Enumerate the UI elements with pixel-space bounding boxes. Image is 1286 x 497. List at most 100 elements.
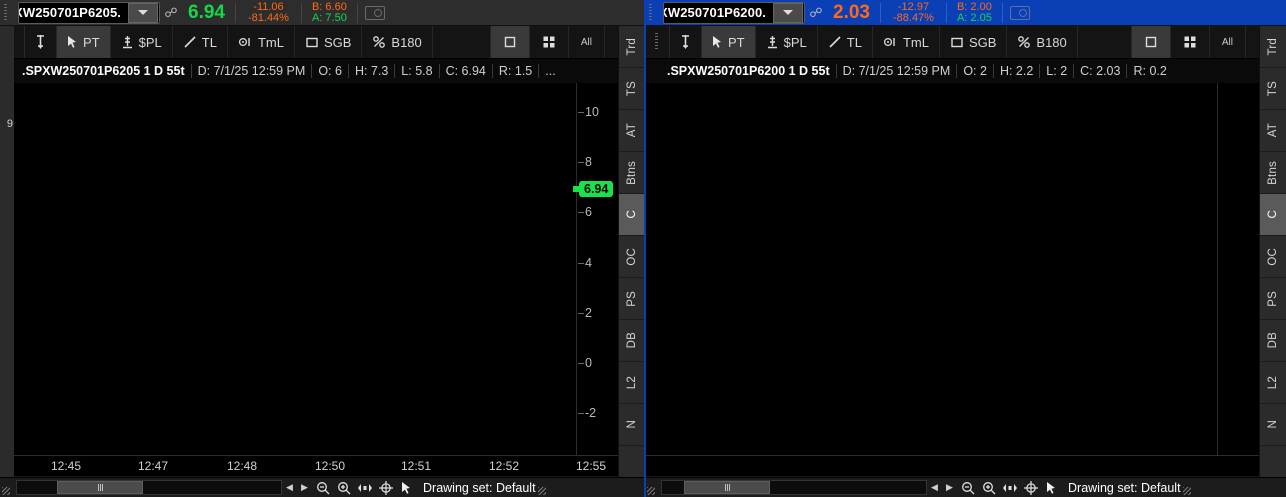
side-tab-n[interactable]: N [1260,404,1286,446]
zoom-in-icon[interactable] [978,479,999,496]
tool-tml[interactable]: TmL [873,26,940,58]
side-tab-btns[interactable]: Btns [619,152,645,194]
tool-pointer[interactable]: PT [702,26,756,58]
tool-tl-label: TL [846,34,862,50]
scroll-left-button[interactable]: ◀ [286,482,293,492]
side-tab-l2[interactable]: L2 [1260,362,1286,404]
snapshot-icon[interactable] [1003,2,1037,24]
tool-tl[interactable]: TL [818,26,873,58]
tool-pl[interactable]: $PL [756,26,818,58]
side-tab-db[interactable]: DB [1260,320,1286,362]
layout-grid-button[interactable] [530,26,569,58]
candlestick-canvas-left[interactable] [0,83,545,456]
drag-grip-icon[interactable] [645,0,659,26]
symbol-input[interactable]: .SPXW250701P6205 [19,5,121,20]
side-tab-c[interactable]: C [619,194,645,236]
side-tab-trd[interactable]: Trd [1260,26,1286,68]
crosshair-icon[interactable] [375,479,396,496]
dollar-icon [122,36,132,49]
pan-icon[interactable] [354,479,375,496]
side-tab-ps[interactable]: PS [1260,278,1286,320]
layout-single-button[interactable] [1131,26,1171,58]
chart-plot-left[interactable]: 10 8 6 4 2 0 -2 6.94 12:45 12:47 12:48 12:50 12:51 1… [0,83,645,476]
panel-resizer[interactable] [0,478,12,497]
tool-b180[interactable]: B180 [362,26,433,58]
drawing-set-label[interactable]: Drawing set: Default [423,480,536,495]
side-tab-at[interactable]: AT [1260,110,1286,152]
tool-b180[interactable]: B180 [1007,26,1078,58]
scroll-right-button[interactable]: ▶ [301,482,308,492]
pin-icon [37,35,44,49]
zoom-out-icon[interactable] [312,479,333,496]
last-price-right: 2.03 [833,1,870,23]
side-tab-at[interactable]: AT [619,110,645,152]
tool-pin[interactable] [25,26,57,58]
square-icon [504,36,516,48]
link-icon[interactable]: ☍ [809,4,823,20]
side-tab-label: AT [1267,123,1279,138]
side-tab-c[interactable]: C [1260,194,1286,236]
tool-sgb[interactable]: SGB [295,26,363,58]
chart-plot-right[interactable] [645,83,1286,476]
x-axis-left[interactable]: 12:4512:4712:4812:5012:5112:5212:5512:57… [0,455,645,476]
pan-icon[interactable] [999,479,1020,496]
info-range: R: 1.5 [491,64,538,78]
zoom-in-icon[interactable] [333,479,354,496]
side-tab-oc[interactable]: OC [619,236,645,278]
side-tab-l2[interactable]: L2 [619,362,645,404]
layout-all-button[interactable]: All [569,26,605,58]
layout-all-button[interactable]: All [1210,26,1246,58]
candlestick-canvas-right[interactable] [645,83,1194,456]
drag-grip-icon[interactable] [0,0,14,26]
crosshair-icon[interactable] [1020,479,1041,496]
chart-area-right[interactable]: .SPXW250701P6200 1 D 55t D: 7/1/25 12:59… [645,59,1286,476]
zoom-out-icon[interactable] [957,479,978,496]
side-tab-oc[interactable]: OC [1260,236,1286,278]
symbol-input[interactable]: .SPXW250701P6200 [664,5,766,20]
horizontal-scrollbar[interactable] [661,480,927,495]
side-tab-btns[interactable]: Btns [1260,152,1286,194]
side-tab-ts[interactable]: TS [1260,68,1286,110]
scroll-right-button[interactable]: ▶ [946,482,953,492]
panel-resizer[interactable] [645,478,657,497]
toolbar-drag-grip-icon[interactable] [645,26,670,58]
symbol-dropdown-button[interactable] [773,2,803,23]
side-tab-ps[interactable]: PS [619,278,645,320]
cursor-icon[interactable] [396,479,417,496]
info-more[interactable]: ... [538,64,561,78]
cursor-icon[interactable] [1041,479,1062,496]
dollar-icon [767,36,777,49]
side-tab-db[interactable]: DB [619,320,645,362]
status-resizer[interactable] [536,478,548,497]
tool-sgb-label: SGB [968,34,997,50]
snapshot-icon[interactable] [358,2,392,24]
scroll-left-button[interactable]: ◀ [931,482,938,492]
tool-pin[interactable] [670,26,702,58]
link-icon[interactable]: ☍ [164,4,178,20]
layout-grid-button[interactable] [1171,26,1210,58]
tool-tl[interactable]: TL [173,26,228,58]
tool-tml[interactable]: TmL [228,26,295,58]
symbol-input-box[interactable]: .SPXW250701P6200 [663,1,805,24]
change-percent: -81.44% [247,11,289,24]
symbol-input-box[interactable]: .SPXW250701P6205 [18,1,160,24]
side-tab-ts[interactable]: TS [619,68,645,110]
status-resizer[interactable] [1181,478,1193,497]
tool-pl[interactable]: $PL [111,26,173,58]
scrollbar-thumb[interactable] [57,481,143,494]
tool-pointer[interactable]: PT [57,26,111,58]
tool-sgb[interactable]: SGB [940,26,1008,58]
chart-area-left[interactable]: .SPXW250701P6205 1 D 55t D: 7/1/25 12:59… [0,59,645,476]
symbol-dropdown-button[interactable] [128,2,158,23]
x-axis-right[interactable] [645,455,1286,476]
drawing-set-label[interactable]: Drawing set: Default [1068,480,1181,495]
divider [356,2,358,23]
layout-single-button[interactable] [490,26,530,58]
info-high: H: 2.2 [992,64,1039,78]
side-tab-trd[interactable]: Trd [619,26,645,68]
horizontal-scrollbar[interactable] [16,480,282,495]
left-edge-strip: 9 [0,26,14,478]
scrollbar-thumb[interactable] [684,481,770,494]
side-tab-n[interactable]: N [619,404,645,446]
status-bar-left: ◀ ▶ Drawing set: Default [0,477,645,497]
